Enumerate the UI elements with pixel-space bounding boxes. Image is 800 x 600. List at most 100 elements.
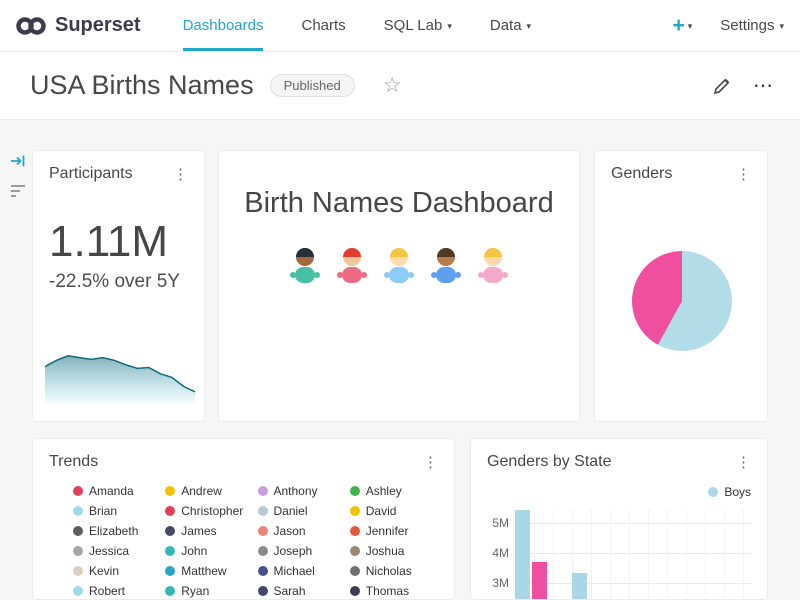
trends-legend-item[interactable]: Jessica — [73, 544, 165, 557]
chevron-down-icon: ▾ — [447, 21, 452, 32]
nav-item-data[interactable]: Data ▾ — [490, 0, 531, 51]
settings-menu[interactable]: Settings ▾ — [720, 17, 784, 34]
trends-legend-item[interactable]: Andrew — [165, 484, 257, 497]
trends-legend-item[interactable]: Amanda — [73, 484, 165, 497]
legend-label: Matthew — [181, 564, 226, 578]
trends-legend-item[interactable]: Ryan — [165, 584, 257, 597]
genders-pie[interactable] — [632, 251, 732, 351]
child-figure-icon — [380, 242, 418, 288]
genders-chart-card: Genders ⋮ — [594, 150, 768, 422]
legend-color-dot — [258, 506, 268, 516]
legend-label: Nicholas — [366, 564, 412, 578]
legend-color-dot — [350, 486, 360, 496]
nav-item-charts[interactable]: Charts — [301, 0, 345, 51]
legend-color-dot — [73, 486, 83, 496]
x-gridline — [629, 509, 630, 600]
legend-label: Ashley — [366, 484, 402, 498]
legend-color-dot — [73, 506, 83, 516]
chart-menu-kebab-icon[interactable]: ⋮ — [734, 165, 753, 183]
more-actions-icon[interactable]: ⋯ — [753, 73, 774, 98]
trendline-chart[interactable] — [45, 350, 195, 409]
edit-pencil-icon[interactable] — [713, 77, 731, 95]
x-gridline — [724, 509, 725, 600]
legend-color-dot — [165, 546, 175, 556]
trends-legend-item[interactable]: Elizabeth — [73, 524, 165, 537]
settings-label: Settings — [720, 17, 774, 34]
nav-item-dashboards[interactable]: Dashboards — [183, 0, 264, 51]
trends-legend-item[interactable]: Christopher — [165, 504, 257, 517]
trends-legend-item[interactable]: Brian — [73, 504, 165, 517]
legend-color-dot — [165, 586, 175, 596]
trends-legend: AmandaAndrew Anthony Ashley BrianChristophe… — [33, 471, 454, 597]
y-axis-tick-label: 5M — [477, 516, 509, 530]
gbs-legend-item[interactable]: Boys — [708, 485, 751, 498]
trends-legend-item[interactable]: Thomas — [350, 584, 442, 597]
trends-legend-item[interactable]: Kevin — [73, 564, 165, 577]
trends-legend-item[interactable]: Michael — [258, 564, 350, 577]
y-axis-tick-label: 4M — [477, 546, 509, 560]
bar-boys — [572, 573, 587, 600]
legend-label: Anthony — [274, 484, 318, 498]
nav-label: Data — [490, 17, 522, 34]
chart-menu-kebab-icon[interactable]: ⋮ — [421, 453, 440, 471]
legend-label: Michael — [274, 564, 315, 578]
trends-legend-item[interactable]: Matthew — [165, 564, 257, 577]
favorite-star-icon[interactable]: ☆ — [383, 73, 402, 98]
legend-label: Kevin — [89, 564, 119, 578]
chart-title[interactable]: Participants — [49, 165, 133, 183]
chart-menu-kebab-icon[interactable]: ⋮ — [734, 453, 753, 471]
published-badge: Published — [270, 74, 355, 97]
trends-legend-item[interactable]: James — [165, 524, 257, 537]
expand-filter-bar-icon[interactable] — [10, 154, 26, 168]
gbs-plot[interactable]: 5M4M3M — [515, 505, 751, 600]
participants-chart-card: Participants ⋮ 1.11M -22.5% over 5Y — [32, 150, 205, 422]
legend-label: David — [366, 504, 397, 518]
trends-legend-item[interactable]: Daniel — [258, 504, 350, 517]
trends-legend-item[interactable]: Sarah — [258, 584, 350, 597]
dashboard-title: USA Births Names — [30, 70, 254, 101]
trends-legend-item[interactable]: Anthony — [258, 484, 350, 497]
child-figure-icon — [427, 242, 465, 288]
nav-label: Charts — [301, 17, 345, 34]
trends-legend-item[interactable]: Jennifer — [350, 524, 442, 537]
nav-label: Dashboards — [183, 17, 264, 34]
trends-legend-item[interactable]: Joseph — [258, 544, 350, 557]
legend-color-dot — [350, 586, 360, 596]
legend-color-dot — [258, 546, 268, 556]
markdown-card: Birth Names Dashboard — [218, 150, 580, 422]
trends-legend-item[interactable]: Nicholas — [350, 564, 442, 577]
new-item-button[interactable]: + ▾ — [672, 15, 692, 36]
chart-menu-kebab-icon[interactable]: ⋮ — [171, 165, 190, 183]
legend-color-dot — [73, 546, 83, 556]
x-gridline — [667, 509, 668, 600]
child-figure-icon — [286, 242, 324, 288]
trends-legend-item[interactable]: Robert — [73, 584, 165, 597]
chevron-down-icon: ▾ — [779, 21, 784, 32]
nav-label: SQL Lab — [384, 17, 443, 34]
x-gridline — [648, 509, 649, 600]
x-gridline — [591, 509, 592, 600]
legend-color-dot — [165, 486, 175, 496]
legend-color-dot — [258, 586, 268, 596]
x-gridline — [610, 509, 611, 600]
x-gridline — [705, 509, 706, 600]
legend-label: Elizabeth — [89, 524, 138, 538]
legend-label: Robert — [89, 584, 125, 598]
trends-legend-item[interactable]: Ashley — [350, 484, 442, 497]
chart-title[interactable]: Genders by State — [487, 453, 612, 471]
filter-list-icon[interactable] — [10, 184, 26, 198]
gbs-legend: Boys — [708, 485, 751, 498]
trends-legend-item[interactable]: David — [350, 504, 442, 517]
superset-logo[interactable]: Superset — [16, 0, 141, 51]
chart-title[interactable]: Trends — [49, 453, 98, 471]
legend-label: Joshua — [366, 544, 405, 558]
chart-title[interactable]: Genders — [611, 165, 672, 183]
trends-legend-item[interactable]: Jason — [258, 524, 350, 537]
trends-legend-item[interactable]: Joshua — [350, 544, 442, 557]
nav-item-sql-lab[interactable]: SQL Lab ▾ — [384, 0, 452, 51]
legend-color-dot — [350, 526, 360, 536]
trends-legend-item[interactable]: John — [165, 544, 257, 557]
bar-girls — [532, 562, 547, 600]
plus-icon: + — [672, 15, 684, 36]
big-number-subheader: -22.5% over 5Y — [49, 271, 204, 293]
